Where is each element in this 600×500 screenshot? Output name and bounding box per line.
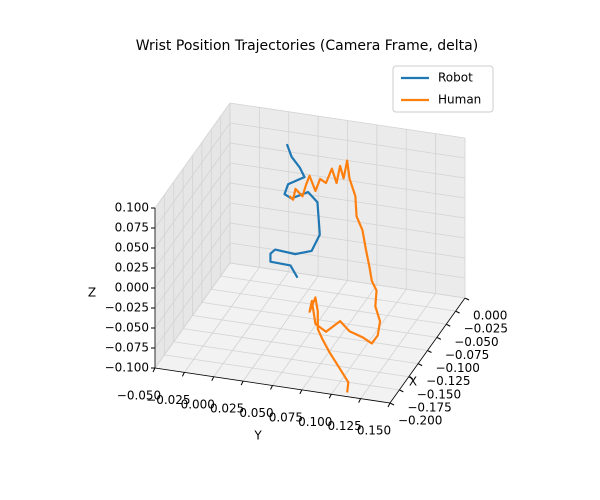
- z-tick-label: −0.100: [105, 361, 149, 375]
- z-tick-label: 0.025: [115, 261, 149, 275]
- y-tick: [299, 389, 303, 395]
- y-tick-label: 0.100: [298, 415, 332, 429]
- y-tick: [387, 402, 391, 408]
- grid-line: [154, 262, 231, 369]
- chart-title: Wrist Position Trajectories (Camera Fram…: [136, 38, 478, 54]
- grid-line: [154, 242, 231, 349]
- x-axis-label: X: [409, 375, 417, 389]
- y-tick: [181, 372, 185, 377]
- z-tick-label: 0.100: [115, 201, 149, 215]
- z-tick-label: −0.025: [105, 301, 149, 315]
- x-tick-label: −0.200: [398, 414, 442, 428]
- x-tick-label: −0.150: [417, 387, 461, 401]
- y-tick-label: 0.150: [357, 424, 391, 438]
- y-tick: [240, 380, 244, 386]
- series-line: [288, 159, 382, 393]
- legend-label: Human: [438, 93, 481, 107]
- grid-line: [229, 122, 466, 159]
- y-tick: [152, 367, 156, 373]
- y-tick-label: 0.075: [269, 410, 303, 424]
- grid-line: [229, 262, 466, 299]
- grid-line: [184, 267, 260, 373]
- y-tick-label: 0.000: [181, 397, 215, 411]
- grid-line: [229, 222, 466, 259]
- x-tick: [455, 310, 460, 314]
- z-tick-label: 0.000: [115, 281, 149, 295]
- grid-line: [213, 271, 290, 377]
- x-tick: [399, 389, 404, 393]
- x-tick: [464, 297, 470, 301]
- z-axis-label: Z: [88, 286, 96, 300]
- x-tick: [427, 350, 432, 353]
- z-tick-label: −0.075: [105, 341, 149, 355]
- grid-line: [154, 122, 231, 229]
- series-line: [269, 143, 321, 279]
- x-tick: [436, 336, 442, 340]
- y-axis-label: Y: [253, 429, 262, 443]
- x-tick: [389, 402, 395, 406]
- grid-line: [154, 182, 231, 289]
- x-tick-label: 0.000: [473, 309, 507, 323]
- grid-line: [242, 275, 319, 382]
- x-tick: [408, 376, 413, 380]
- grid-line: [154, 222, 231, 329]
- y-tick-label: −0.025: [146, 393, 190, 407]
- x-tick-label: −0.075: [445, 348, 489, 362]
- grid-line: [301, 284, 378, 391]
- grid-line: [229, 182, 466, 219]
- z-tick-label: 0.075: [115, 221, 149, 235]
- x-tick-label: −0.125: [426, 374, 470, 388]
- y-tick: [328, 394, 332, 399]
- grid-line: [154, 102, 231, 209]
- x-tick-label: −0.175: [407, 400, 451, 414]
- z-tick-label: −0.050: [105, 321, 149, 335]
- grid-line: [154, 162, 231, 269]
- grid-line: [272, 280, 348, 386]
- y-tick-label: −0.050: [117, 389, 161, 403]
- grid-line: [229, 102, 466, 139]
- y-tick-label: 0.025: [210, 402, 244, 416]
- x-tick: [417, 363, 423, 367]
- grid-line: [154, 142, 231, 249]
- y-axis-line: [154, 367, 391, 404]
- y-tick: [211, 376, 215, 381]
- grid-line: [229, 162, 466, 199]
- y-tick-label: 0.125: [327, 419, 361, 433]
- x-axis-line: [389, 297, 466, 404]
- x-tick: [446, 323, 451, 327]
- y-tick: [358, 398, 362, 403]
- grid-line: [360, 293, 436, 399]
- grid-line: [229, 202, 466, 239]
- grid-line: [154, 202, 231, 309]
- y-tick-label: 0.050: [239, 406, 273, 420]
- x-tick-label: −0.100: [436, 361, 480, 375]
- x-tick-label: −0.025: [464, 322, 508, 336]
- y-tick: [270, 385, 273, 390]
- z-tick-label: 0.050: [115, 241, 149, 255]
- x-tick-label: −0.050: [454, 335, 498, 349]
- grid-line: [229, 242, 466, 279]
- legend-label: Robot: [438, 71, 473, 85]
